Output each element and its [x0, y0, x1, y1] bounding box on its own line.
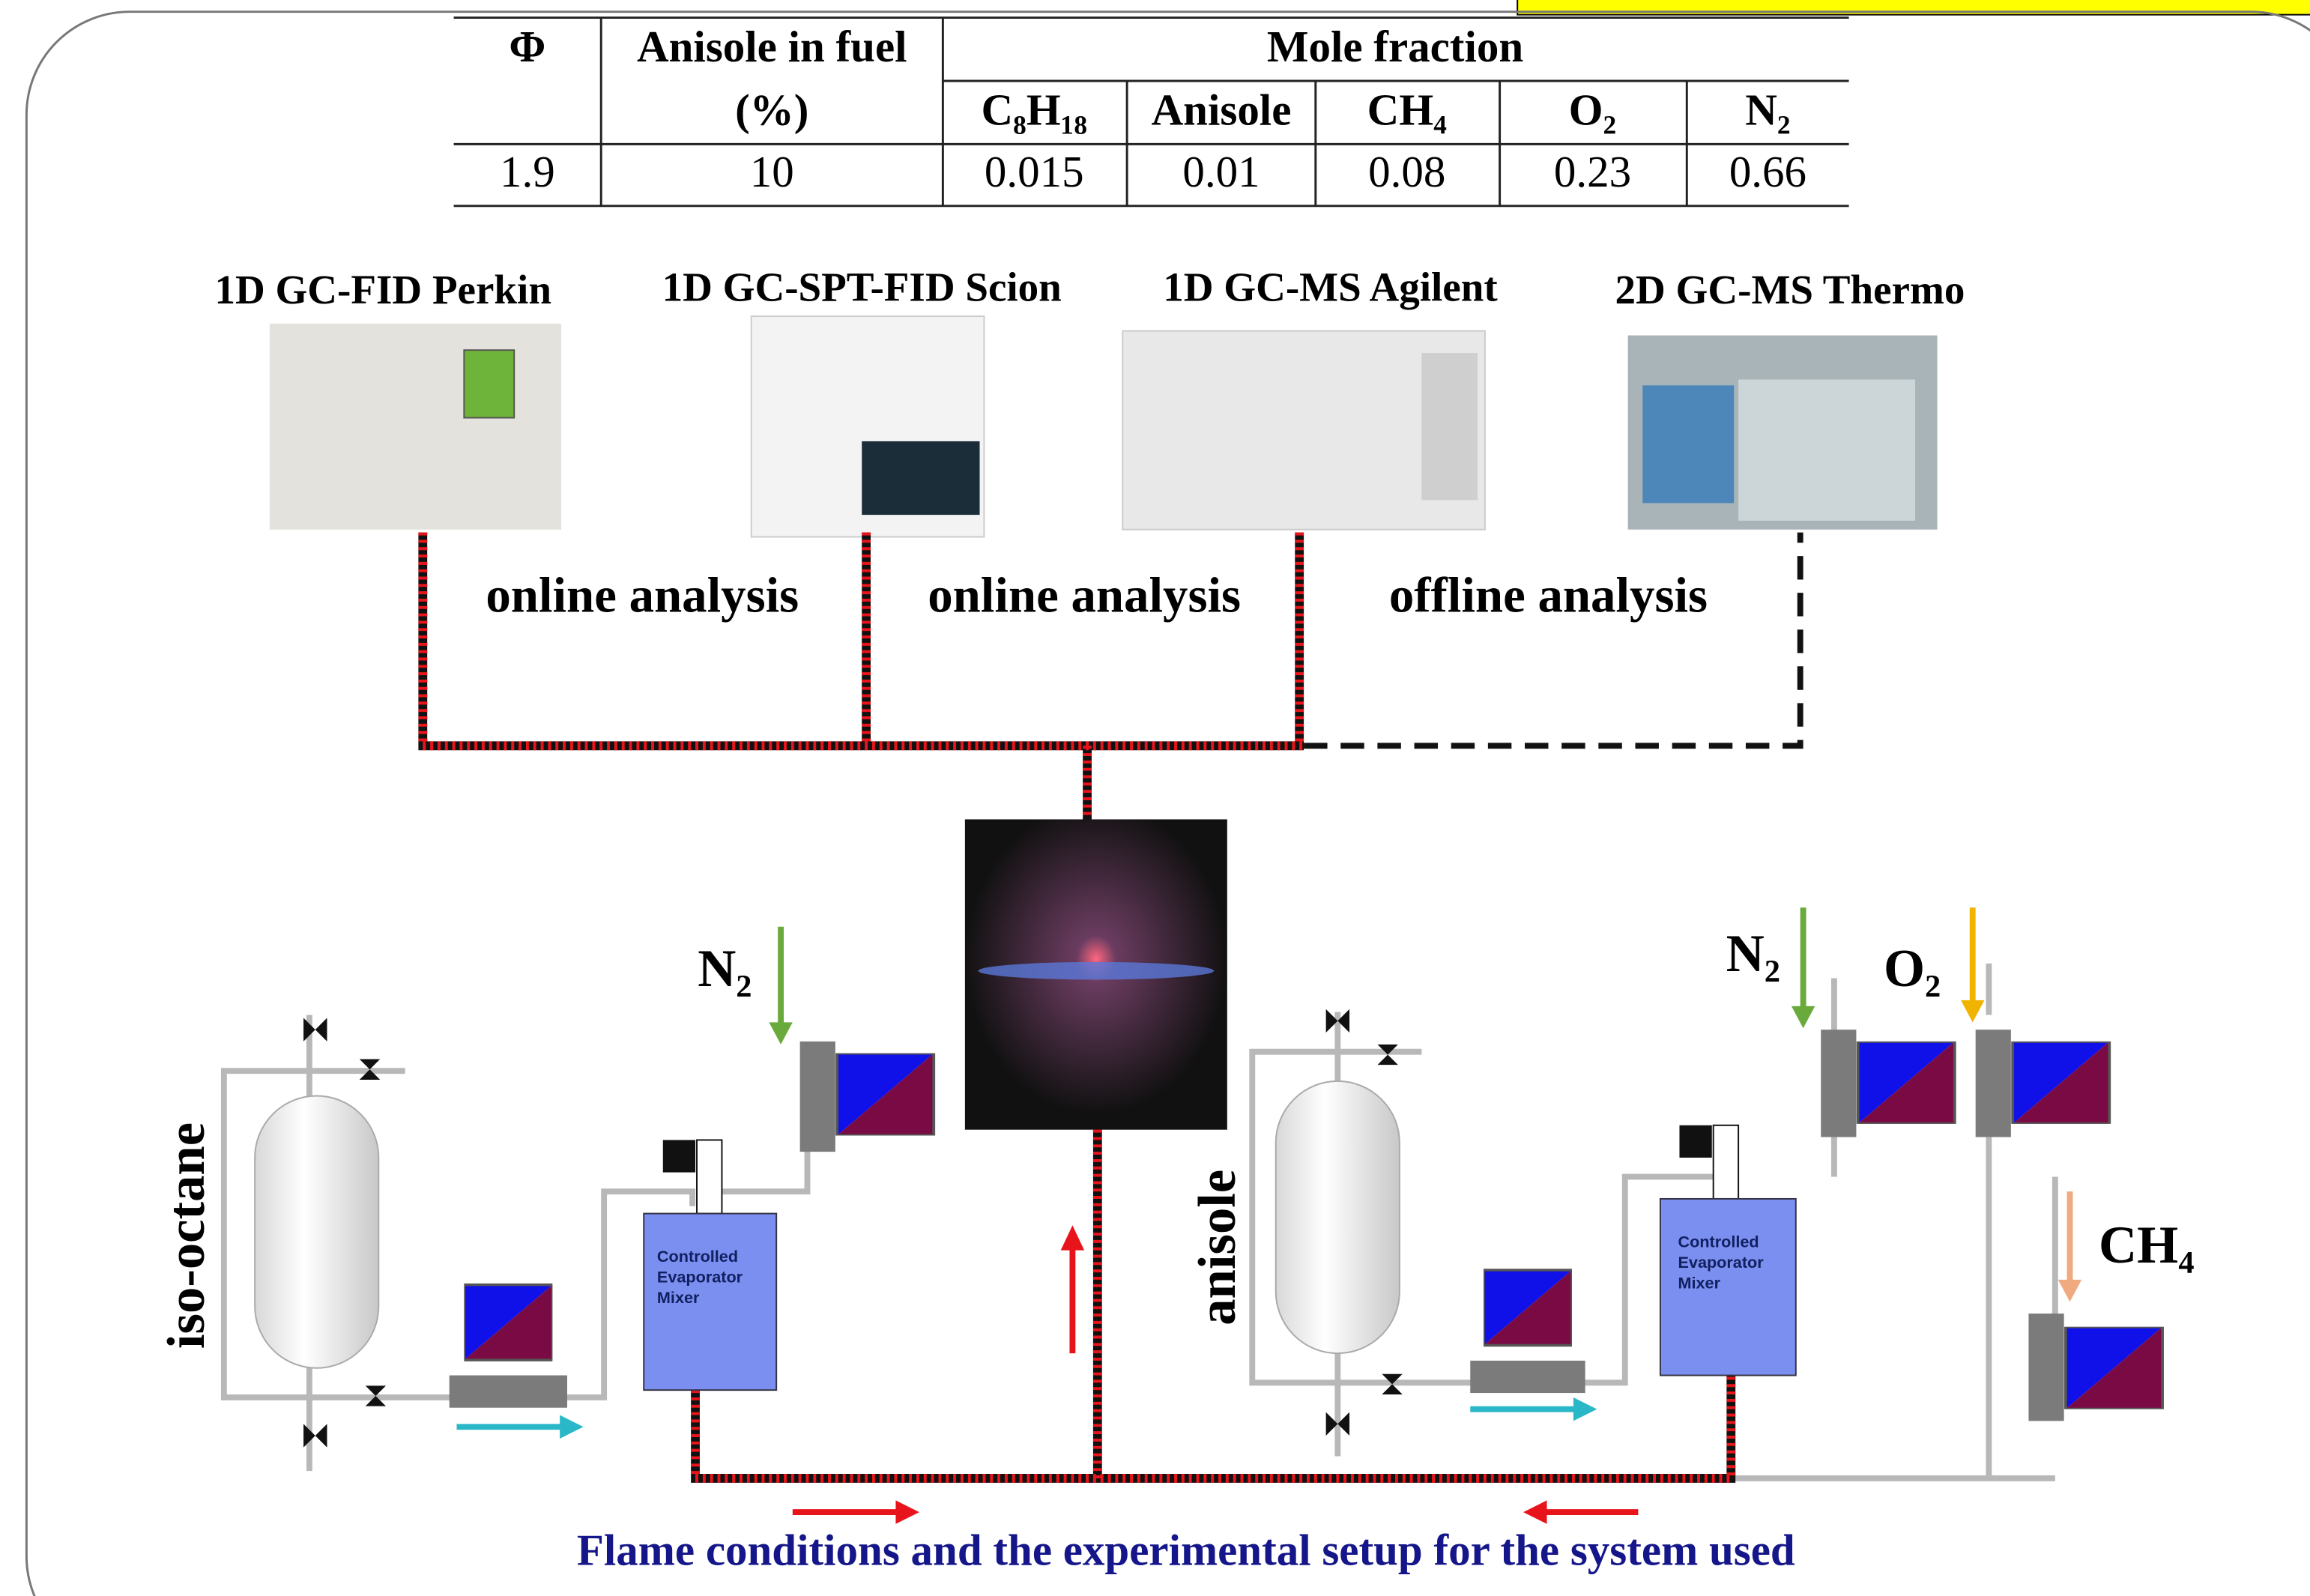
- header-cell: Anisole: [1152, 85, 1292, 135]
- table: Φ Anisole in fuel Mole fraction (%) C₈H₁…: [453, 16, 1849, 208]
- header-cell: CH₄: [1367, 85, 1447, 135]
- header-cell: (%): [735, 85, 808, 135]
- header-cell: Anisole in fuel: [637, 22, 907, 71]
- cem-label: Evaporator: [1678, 1253, 1765, 1272]
- cell: 10: [750, 147, 794, 196]
- arrow-head: [560, 1415, 584, 1439]
- cell: 0.01: [1182, 147, 1260, 196]
- instrument-label: 2D GC-MS Thermo: [1615, 267, 1965, 312]
- gas-mfc: [835, 1053, 936, 1136]
- arrow-head: [1961, 1000, 1985, 1023]
- arrow-head: [1060, 1225, 1085, 1251]
- mfc-base: [449, 1375, 567, 1408]
- header-cell: N₂: [1745, 85, 1790, 135]
- arrow-head: [1573, 1397, 1597, 1421]
- photo-detail: [1421, 353, 1478, 501]
- cem-valve: [696, 1139, 723, 1215]
- gas-mfc: [2063, 1326, 2165, 1409]
- fuel-label: iso-octane: [157, 1122, 216, 1349]
- fuel-label: anisole: [1188, 1170, 1247, 1326]
- header-cell: O₂: [1569, 85, 1617, 135]
- mfc-base: [799, 1041, 835, 1152]
- caption: Flame conditions and the experimental se…: [577, 1526, 1795, 1575]
- photo-detail: [862, 441, 980, 516]
- pipe: [691, 1129, 1736, 1483]
- arrow-head: [769, 1022, 793, 1045]
- mfc-base: [1470, 1360, 1585, 1394]
- mfc-base: [1975, 1030, 2011, 1137]
- photo-detail: [1642, 385, 1735, 504]
- valve: [303, 1424, 327, 1448]
- analysis-label: online analysis: [486, 567, 799, 623]
- arrow-head: [1791, 1006, 1815, 1029]
- cell: 1.9: [500, 147, 555, 196]
- gas-label: CH₄: [2099, 1216, 2194, 1275]
- photo: [269, 323, 562, 530]
- liquid-mfc: [1484, 1270, 1572, 1345]
- cem-valve: [662, 1140, 696, 1173]
- cem-label: Controlled: [657, 1247, 738, 1266]
- sampling-lines: [418, 532, 1803, 820]
- cell: 0.015: [985, 147, 1084, 196]
- instrument-label: 1D GC-MS Agilent: [1163, 264, 1498, 309]
- mfc-base: [1821, 1030, 1857, 1137]
- cem-label: Mixer: [657, 1288, 700, 1307]
- gas-label: O₂: [1884, 940, 1941, 998]
- cem-label: Evaporator: [657, 1268, 743, 1287]
- cem-box: [643, 1212, 778, 1391]
- cem-valve: [1679, 1125, 1712, 1158]
- cem-valve: [1712, 1124, 1740, 1200]
- instrument-photos: [269, 315, 1938, 538]
- photo-detail: [1738, 379, 1916, 521]
- header-cell: Φ: [509, 22, 545, 71]
- frame: [25, 10, 2310, 1596]
- fuel-tank: [254, 1095, 380, 1369]
- gas-label: N₂: [698, 940, 752, 998]
- feed-lines: [691, 1129, 1736, 1483]
- arrow-head: [895, 1500, 919, 1524]
- arrow-head: [1523, 1500, 1547, 1524]
- cem-label: Mixer: [1678, 1274, 1721, 1293]
- header-cell: C₈H₁₈: [982, 85, 1088, 135]
- gas-mfc: [2011, 1041, 2111, 1124]
- gas-mfc: [1856, 1041, 1956, 1124]
- liquid-mfc: [464, 1285, 552, 1360]
- cell: 0.08: [1368, 147, 1445, 196]
- instrument-label: 1D GC-SPT-FID Scion: [662, 264, 1062, 309]
- cem: [643, 1124, 1797, 1391]
- analysis-label: online analysis: [928, 567, 1241, 623]
- valve: [303, 1018, 327, 1042]
- instrument-label: 1D GC-FID Perkin: [214, 267, 551, 312]
- cell: 0.66: [1729, 147, 1806, 196]
- analysis-label: offline analysis: [1389, 567, 1708, 623]
- pipe: [418, 532, 1304, 820]
- cell: 0.23: [1554, 147, 1631, 196]
- arrows: [456, 907, 2082, 1524]
- photo-detail: [463, 349, 515, 419]
- arrow-head: [2057, 1279, 2082, 1302]
- offline-line: [1304, 532, 1803, 749]
- gas-label: N₂: [1726, 925, 1780, 983]
- mfc-base: [2028, 1314, 2064, 1421]
- fuel-tank: [1275, 1080, 1400, 1355]
- cem-box: [1659, 1197, 1797, 1376]
- header-cell: Mole fraction: [1267, 22, 1523, 71]
- cem-label: Controlled: [1678, 1233, 1759, 1251]
- flame: [978, 961, 1215, 980]
